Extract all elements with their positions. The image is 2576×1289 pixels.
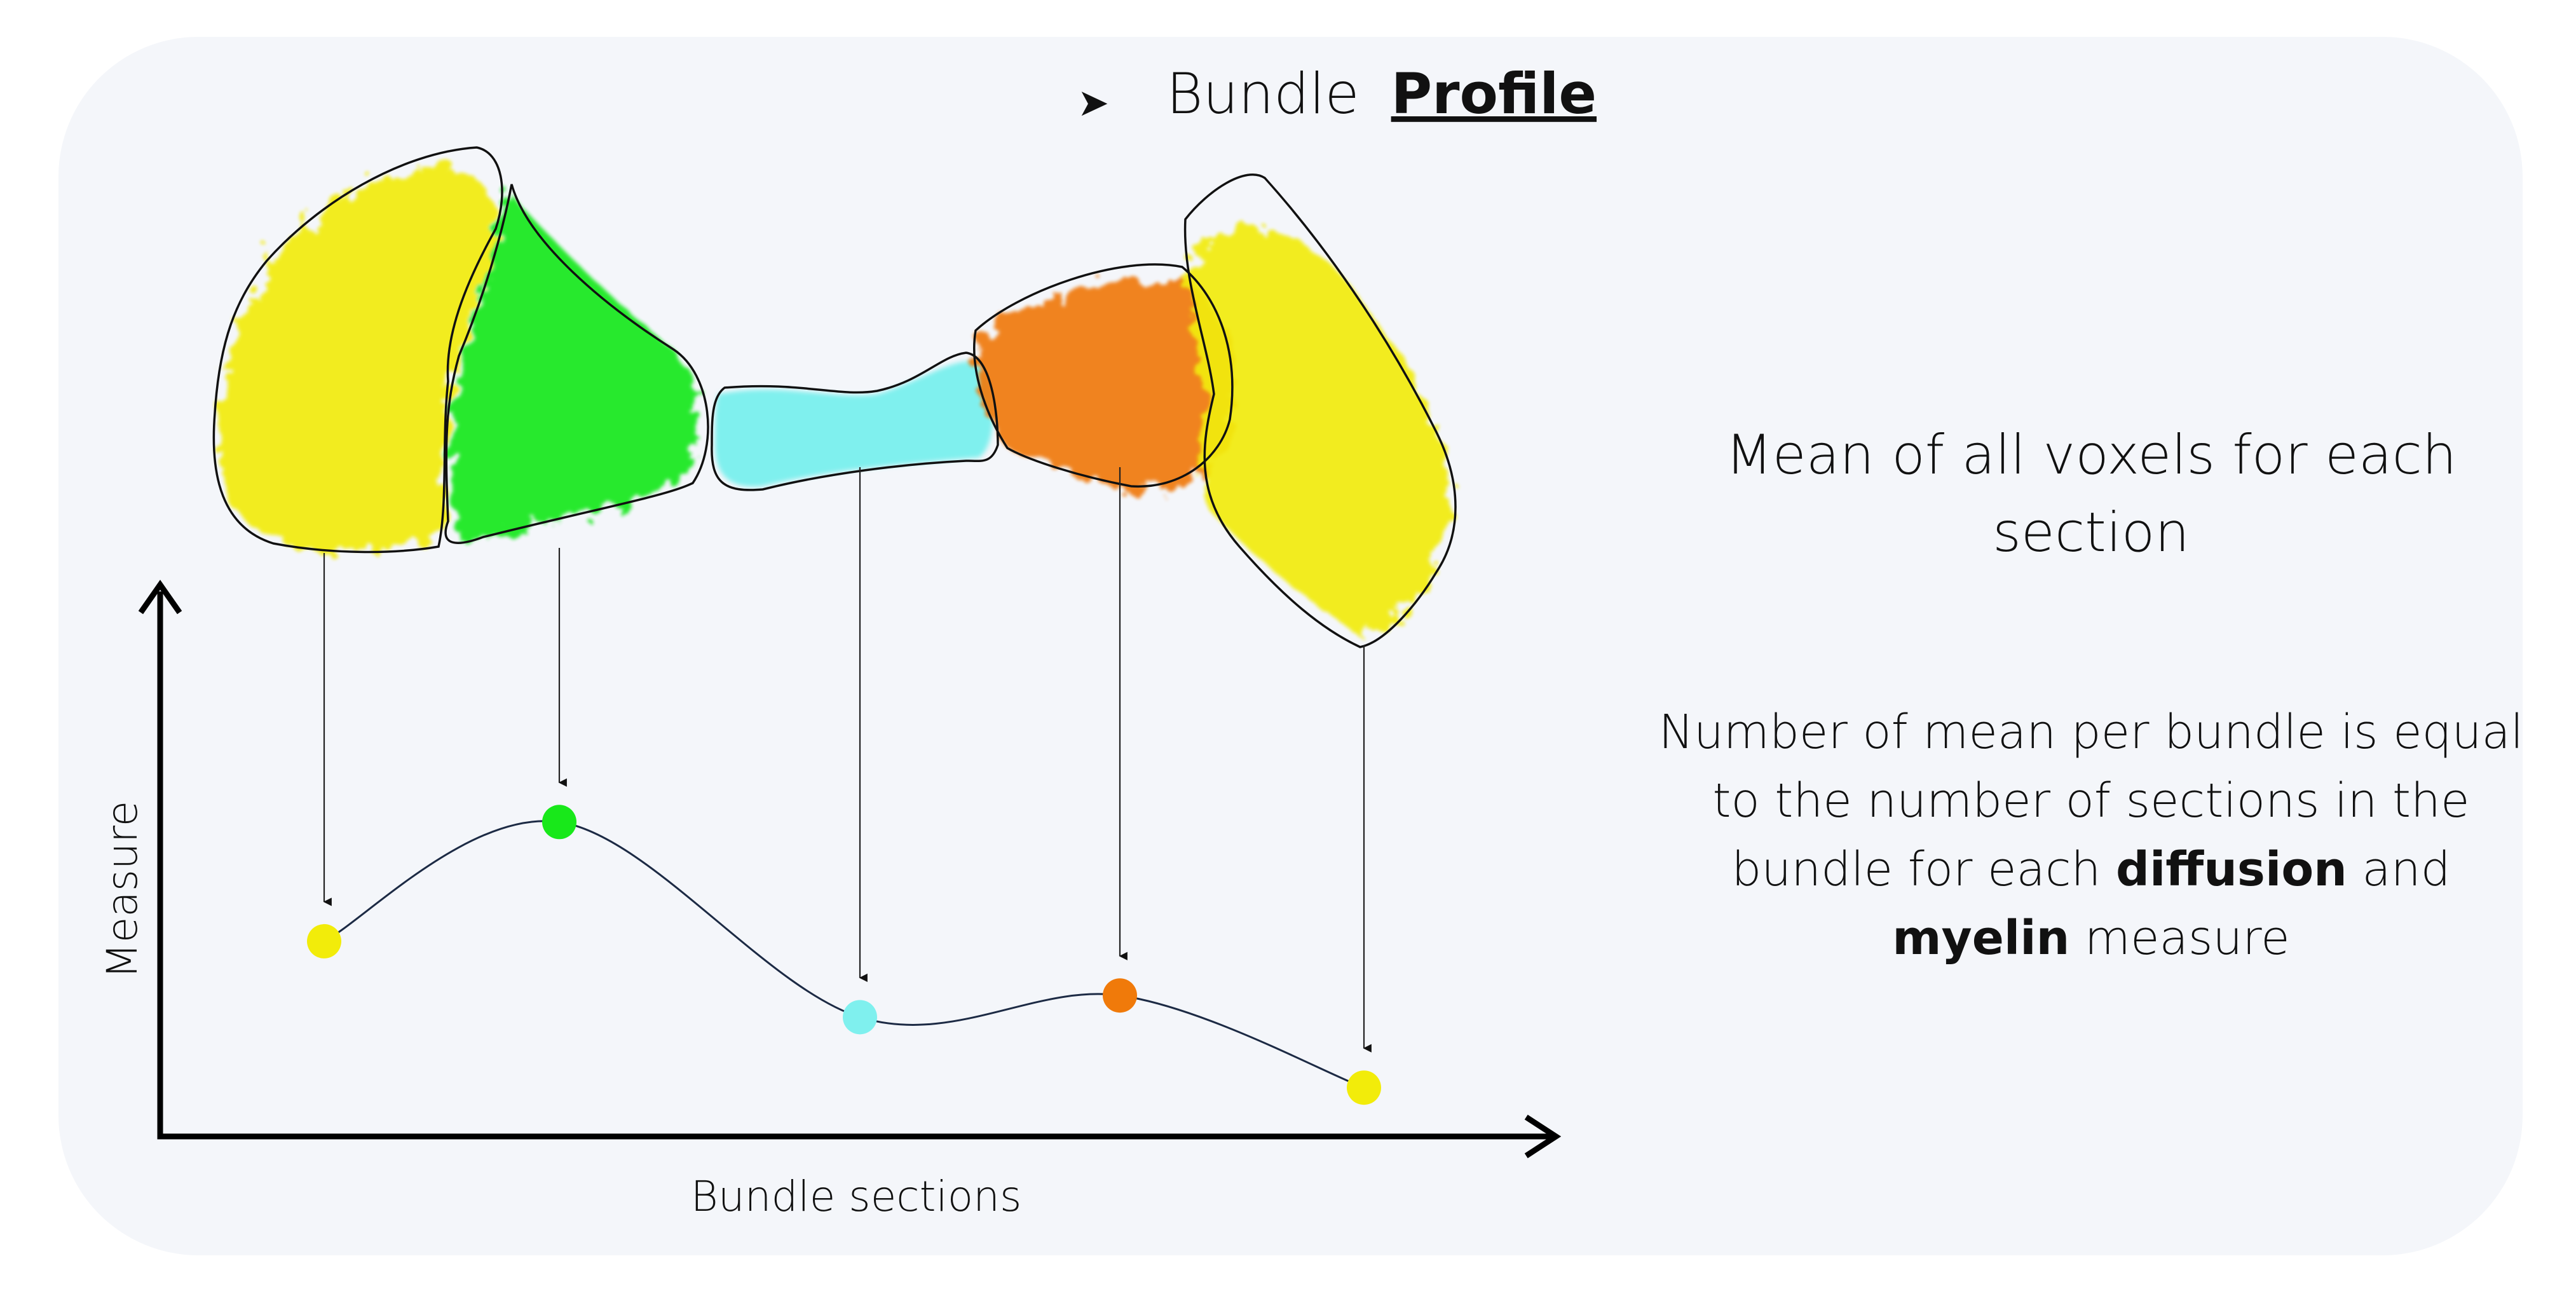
note-number-of-means: Number of mean per bundle is equal to th… — [1653, 698, 2530, 972]
section-1-outline — [212, 146, 503, 554]
note-number-text: Number of mean per bundle is equal to th… — [1658, 705, 2524, 897]
title-bullet: ➤ — [1077, 81, 1109, 125]
profile-markers — [307, 805, 1381, 1105]
x-axis-label: Bundle sections — [691, 1172, 1022, 1221]
section-outlines — [212, 146, 1457, 648]
note-mean-voxels: Mean of all voxels for each section — [1725, 423, 2457, 564]
drop-lines — [323, 467, 1372, 1053]
bundle-fibers — [219, 165, 1450, 636]
section-3-fibers — [715, 361, 993, 487]
title-word-profile: Profile — [1391, 61, 1597, 126]
section-5-fibers — [1189, 228, 1450, 636]
section-5-marker — [1347, 1070, 1381, 1105]
chart-axes — [138, 580, 1562, 1159]
section-4-fibers — [976, 280, 1236, 491]
title-word-bundle: Bundle — [1166, 61, 1360, 126]
section-1-fibers — [219, 165, 497, 553]
section-2-marker — [542, 805, 576, 840]
page-title: Bundle Profile — [1166, 61, 1597, 126]
section-4-outline — [973, 263, 1234, 488]
note-myelin: myelin — [1892, 911, 2070, 965]
section-2-fibers — [451, 191, 698, 540]
y-axis-arrowhead — [138, 580, 182, 615]
note-and: and — [2362, 842, 2451, 897]
note-measure: measure — [2084, 911, 2290, 965]
profile-curve — [324, 820, 1365, 1089]
section-4-marker — [1103, 978, 1137, 1013]
x-axis-arrowhead — [1524, 1114, 1562, 1159]
section-3-marker — [843, 1000, 877, 1035]
section-5-outline — [1183, 174, 1457, 648]
section-1-marker — [307, 924, 341, 958]
note-diffusion: diffusion — [2115, 842, 2347, 897]
y-axis-label: Measure — [98, 801, 147, 979]
section-3-outline — [711, 351, 999, 491]
section-2-outline — [444, 184, 709, 544]
